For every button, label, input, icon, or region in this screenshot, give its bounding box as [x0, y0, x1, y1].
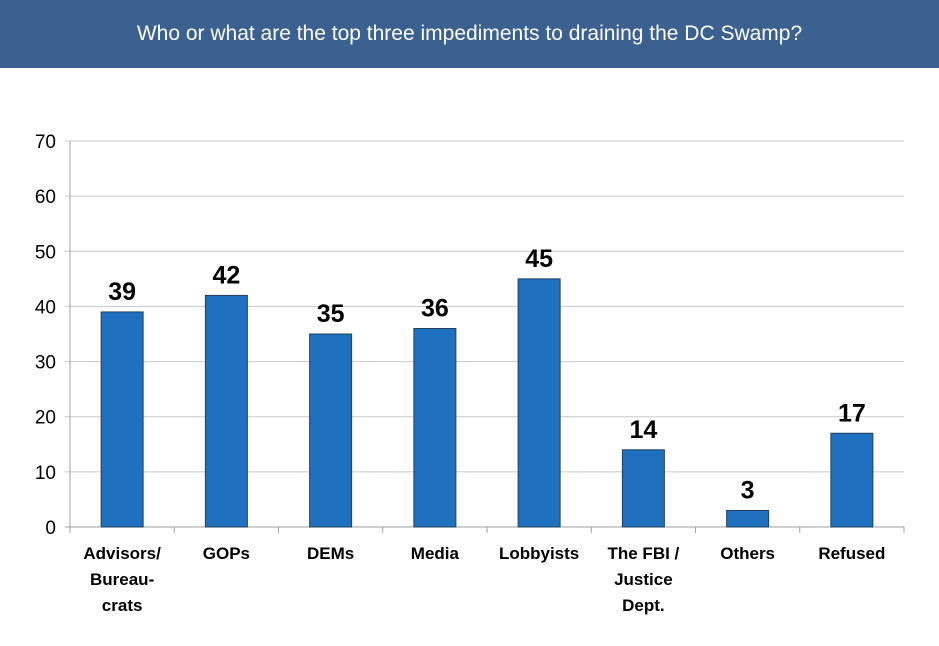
x-tick-label: The FBI / Justice Dept. — [607, 544, 680, 615]
data-label: 45 — [525, 245, 553, 273]
data-label: 35 — [317, 300, 345, 328]
data-label: 39 — [108, 278, 136, 306]
y-tick-label: 70 — [35, 132, 56, 153]
bar — [204, 294, 248, 528]
y-tick-label: 60 — [35, 187, 56, 208]
data-label: 14 — [629, 416, 657, 444]
x-tick-label: DEMs — [307, 544, 355, 563]
bar — [517, 278, 561, 528]
x-tick-label: Refused — [818, 544, 886, 563]
data-label: 17 — [838, 399, 866, 427]
y-tick-label: 50 — [35, 242, 56, 263]
x-tick-label: Advisors/ Bureau- crats — [83, 544, 161, 615]
x-tick-label: Others — [720, 544, 776, 563]
y-tick-label: 0 — [45, 518, 56, 539]
x-tick-label: Media — [410, 544, 459, 563]
bar — [309, 333, 353, 528]
y-tick-label: 20 — [35, 408, 56, 429]
x-tick-label: GOPs — [202, 544, 250, 563]
bar-chart: 0 10 20 30 40 50 60 70 39 42 35 36 45 14 3 17 — [35, 132, 905, 539]
data-label: 36 — [421, 294, 449, 322]
bar — [726, 509, 770, 528]
y-tick-label: 30 — [35, 353, 56, 374]
bar — [621, 449, 665, 528]
y-tick-label: 10 — [35, 463, 56, 484]
bar — [830, 432, 874, 528]
data-label: 3 — [741, 476, 755, 504]
y-tick-label: 40 — [35, 297, 56, 318]
x-tick-label: Lobbyists — [498, 544, 580, 563]
chart-title: Who or what are the top three impediment… — [136, 22, 803, 45]
chart-title-bar: Who or what are the top three impediment… — [0, 0, 939, 68]
bar — [100, 311, 144, 528]
bar — [413, 327, 457, 528]
data-label: 42 — [212, 261, 240, 289]
